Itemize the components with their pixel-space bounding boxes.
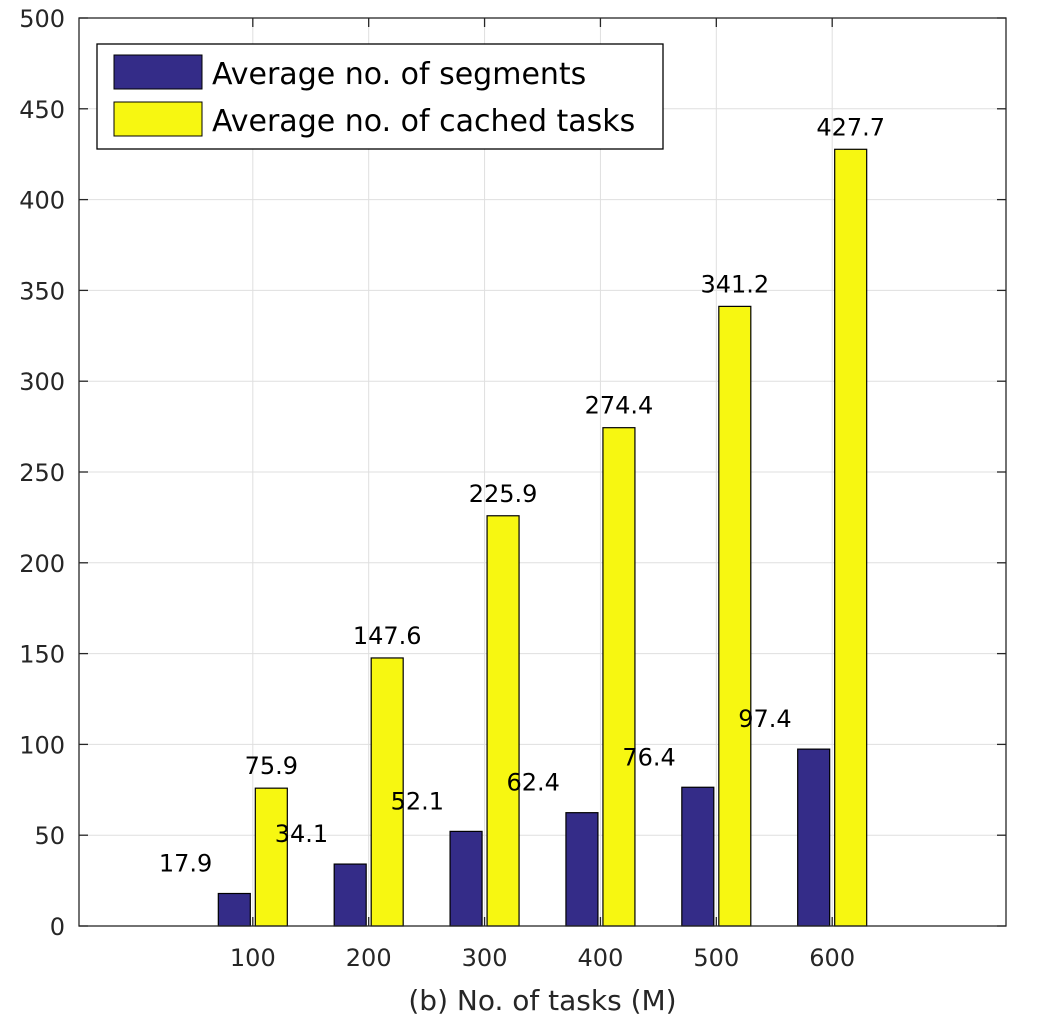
y-tick-label: 200	[19, 550, 65, 578]
bar	[602, 427, 636, 927]
y-tick-label: 250	[19, 459, 65, 487]
legend-label-segments: Average no. of segments	[212, 57, 586, 92]
data-label: 341.2	[700, 270, 769, 298]
data-label: 147.6	[353, 622, 422, 650]
data-label: 225.9	[469, 480, 538, 508]
y-tick-label: 500	[19, 5, 65, 33]
bar	[797, 748, 831, 927]
legend-label-cached-tasks: Average no. of cached tasks	[212, 104, 635, 139]
y-tick-label: 0	[50, 913, 65, 941]
data-label: 97.4	[738, 705, 791, 733]
x-tick-label: 200	[346, 944, 392, 972]
axis-ticks: 0 50 100 150 200 250 300 350 400 450 500 100 200 300 4…	[19, 5, 1006, 972]
x-tick-label: 400	[578, 944, 624, 972]
bar	[254, 787, 288, 927]
data-labels: 17.9 34.1 52.1 62.4 76.4 97.4 75.9 147.6 225.9 27…	[159, 113, 885, 877]
data-label: 274.4	[585, 392, 654, 420]
bar	[565, 812, 599, 927]
y-tick-label: 100	[19, 731, 65, 759]
data-label: 34.1	[275, 820, 328, 848]
bar	[370, 657, 404, 927]
data-label: 75.9	[245, 752, 298, 780]
y-tick-label: 300	[19, 368, 65, 396]
y-tick-label: 400	[19, 187, 65, 215]
x-tick-label: 100	[230, 944, 276, 972]
bar	[834, 148, 868, 927]
data-label: 62.4	[507, 769, 560, 797]
legend-swatch-segments	[113, 54, 203, 90]
data-label: 427.7	[816, 113, 885, 141]
data-label: 52.1	[391, 787, 444, 815]
bar	[486, 515, 520, 927]
bars	[217, 148, 868, 927]
x-tick-label: 600	[809, 944, 855, 972]
bar	[681, 786, 715, 927]
legend-swatch-cached-tasks	[113, 101, 203, 137]
x-tick-label: 500	[693, 944, 739, 972]
bar	[718, 305, 752, 927]
legend: Average no. of segments Average no. of c…	[96, 43, 664, 150]
data-label: 76.4	[622, 743, 675, 771]
bar	[449, 830, 483, 927]
data-label: 17.9	[159, 849, 212, 877]
x-tick-label: 300	[462, 944, 508, 972]
y-tick-label: 50	[34, 822, 65, 850]
bar	[217, 892, 251, 927]
y-tick-label: 150	[19, 641, 65, 669]
bar	[333, 863, 367, 927]
y-tick-label: 450	[19, 96, 65, 124]
y-tick-label: 350	[19, 277, 65, 305]
x-axis-title: (b) No. of tasks (M)	[408, 984, 676, 1017]
